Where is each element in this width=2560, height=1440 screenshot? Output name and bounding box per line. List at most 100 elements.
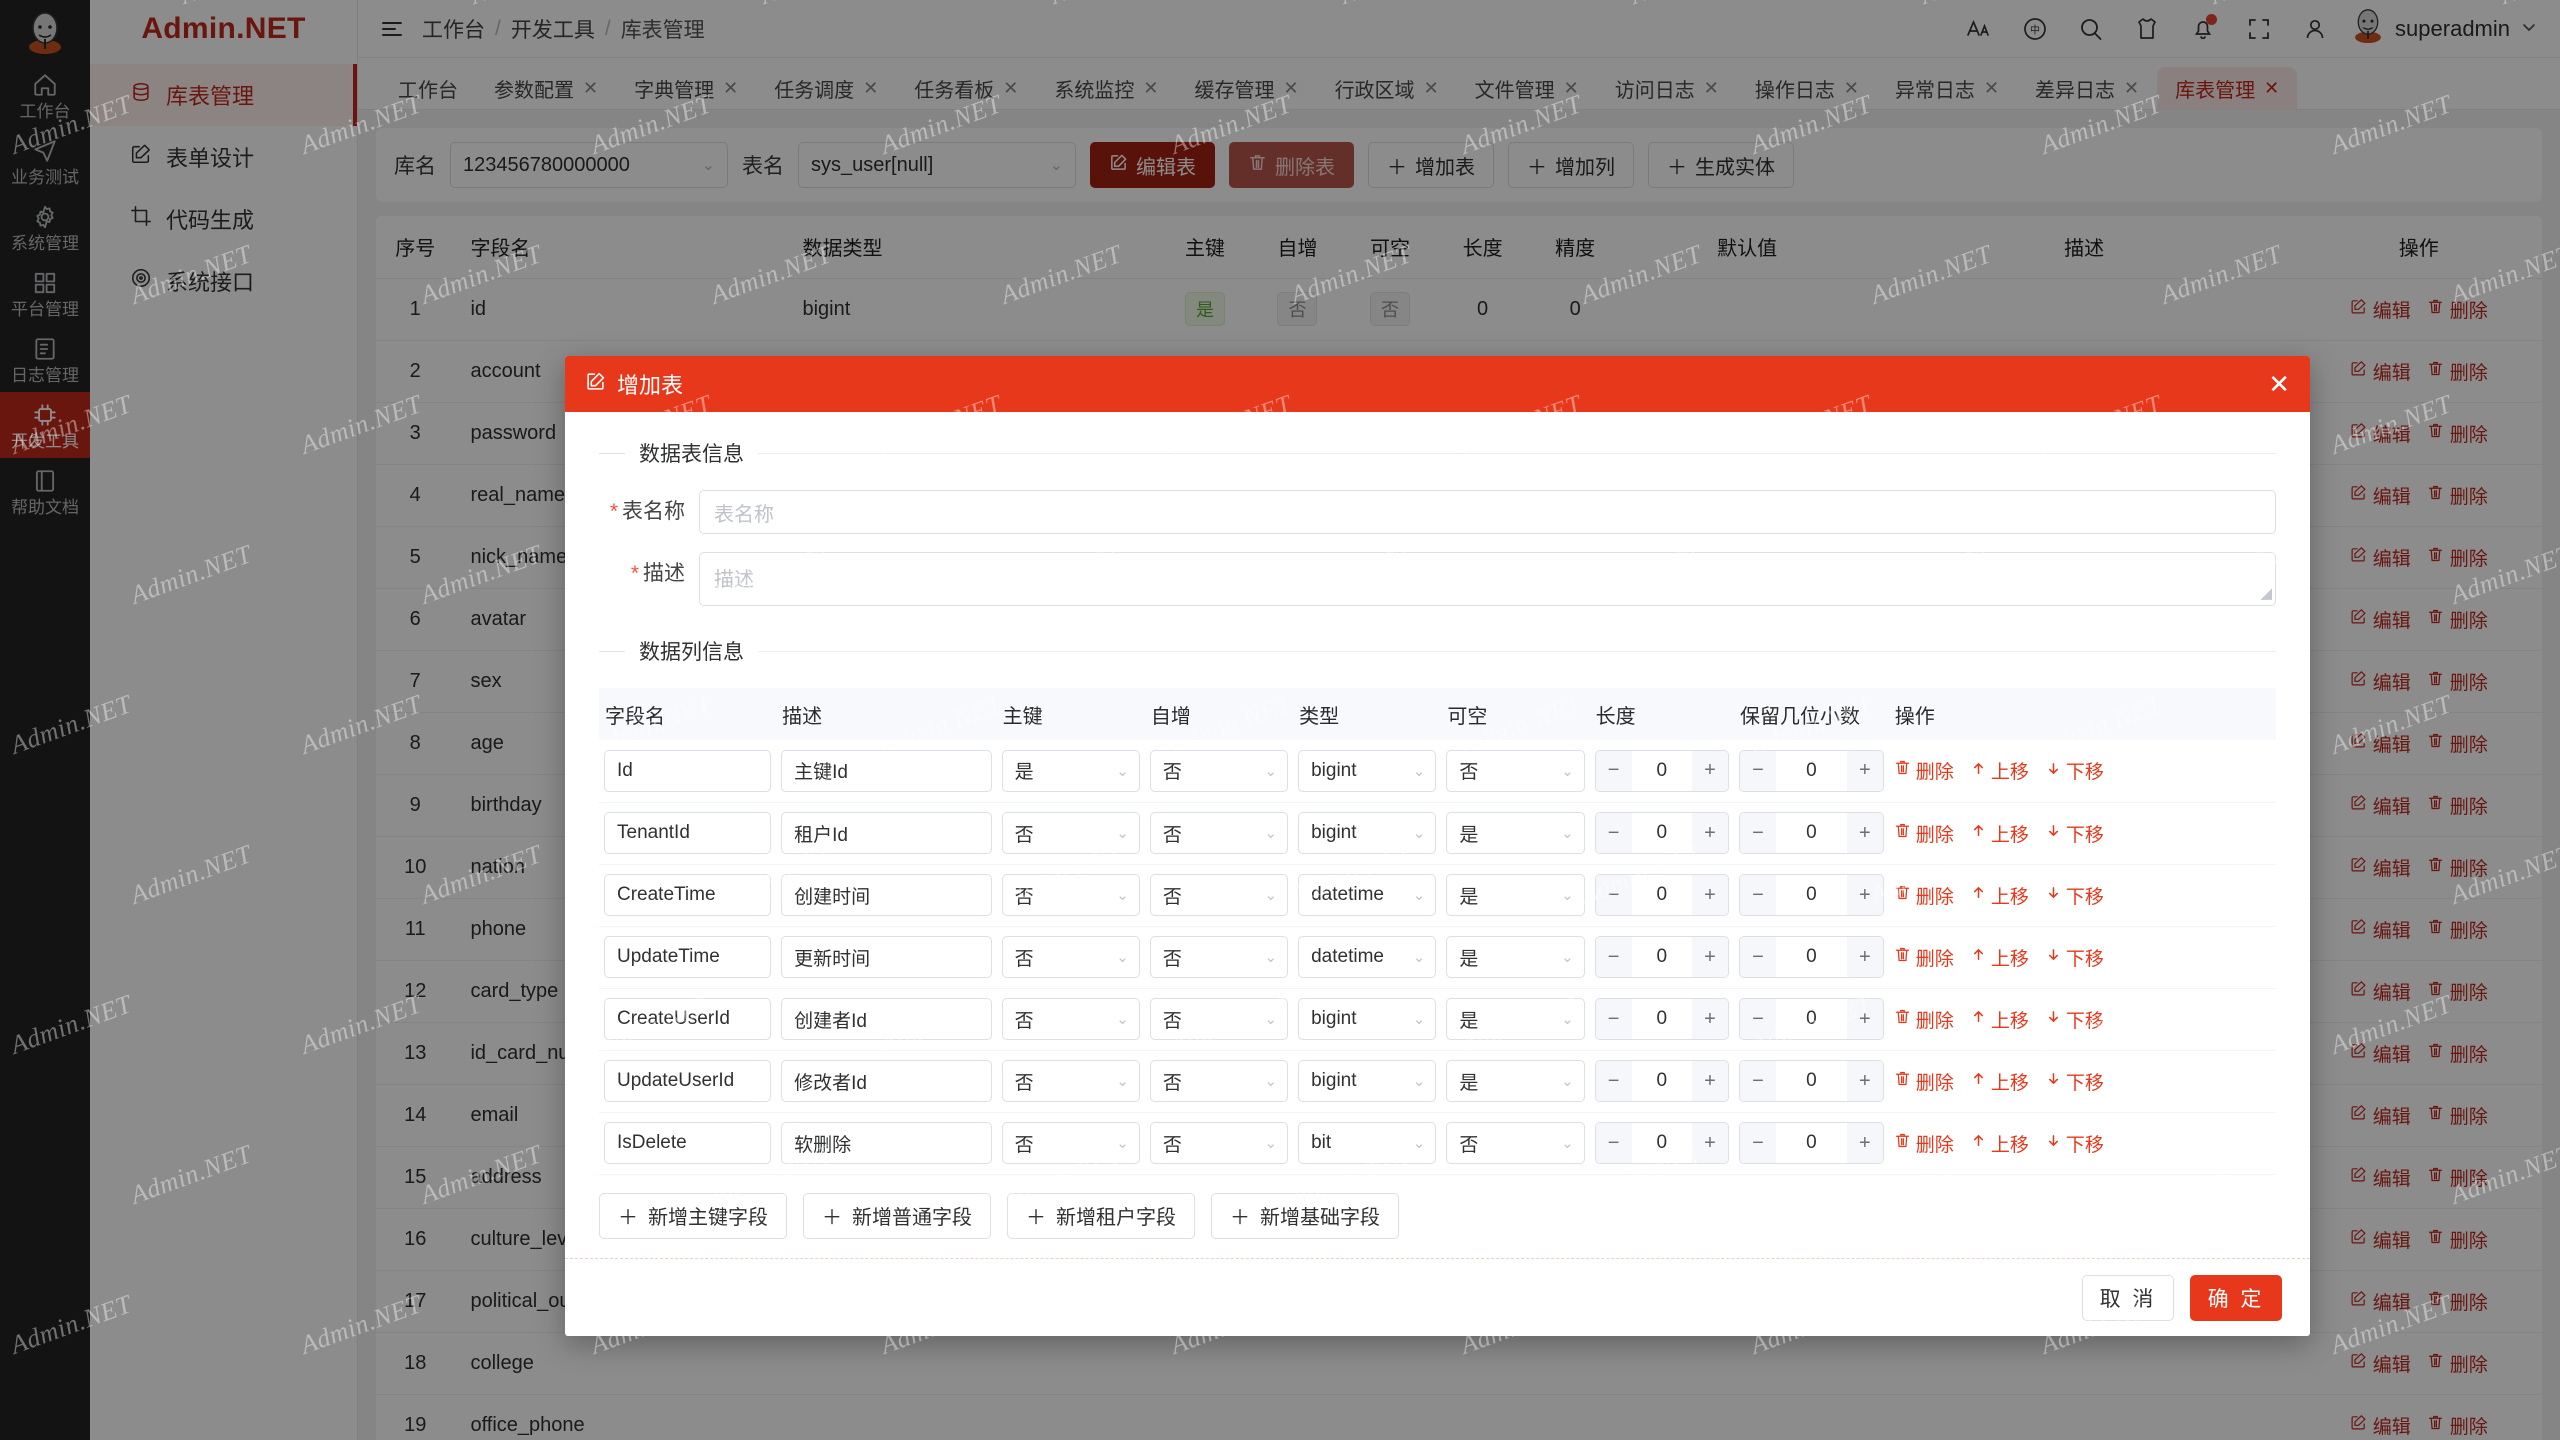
auto-increment-select[interactable]: 否 ⌄ (1149, 998, 1289, 1040)
row-delete-button[interactable]: 删除 (2427, 792, 2488, 819)
length-stepper-decrement[interactable]: − (1595, 750, 1632, 791)
length-stepper-increment[interactable]: + (1691, 1061, 1728, 1101)
rail-item-5[interactable]: 日志管理 (0, 326, 90, 392)
row-delete-button[interactable]: 删除 (1894, 1006, 1954, 1033)
submenu-item-2[interactable]: 表单设计 (90, 126, 357, 188)
close-icon[interactable]: ✕ (2268, 369, 2290, 399)
submenu-item-3[interactable]: 代码生成 (90, 188, 357, 250)
length-stepper[interactable]: − 0 + (1594, 936, 1729, 978)
fullscreen-icon[interactable] (2231, 0, 2287, 58)
row-delete-button[interactable]: 删除 (1894, 1130, 1954, 1157)
nullable-select[interactable]: 否 ⌄ (1446, 749, 1585, 792)
user-outline-icon[interactable] (2287, 0, 2343, 58)
field-desc-input[interactable]: 更新时间 (781, 936, 992, 978)
auto-increment-select[interactable]: 否 ⌄ (1149, 812, 1289, 854)
length-stepper[interactable]: − 0 + (1594, 1122, 1729, 1164)
decimals-stepper-decrement[interactable]: − (1739, 999, 1776, 1039)
generate-entity-button[interactable]: ＋ 生成实体 (1648, 142, 1794, 188)
field-name-input[interactable]: IsDelete (604, 1122, 772, 1164)
font-size-icon[interactable] (1951, 0, 2007, 58)
length-stepper[interactable]: − 0 + (1594, 998, 1729, 1040)
close-icon[interactable]: ✕ (1563, 78, 1579, 98)
row-move-down-button[interactable]: 下移 (2046, 757, 2104, 784)
row-move-up-button[interactable]: 上移 (1971, 820, 2029, 847)
close-icon[interactable]: ✕ (1983, 78, 2000, 98)
add-table-button[interactable]: ＋ 增加表 (1368, 142, 1494, 188)
search-icon[interactable] (2063, 0, 2119, 58)
tab-13[interactable]: 差异日志 ✕ (2017, 67, 2157, 109)
field-desc-input[interactable]: 主键Id (781, 749, 992, 792)
cancel-button[interactable]: 取 消 (2082, 1274, 2174, 1321)
rail-item-3[interactable]: 系统管理 (0, 194, 90, 260)
row-delete-button[interactable]: 删除 (1894, 882, 1954, 909)
length-stepper-decrement[interactable]: − (1595, 1061, 1632, 1101)
length-stepper-increment[interactable]: + (1691, 1123, 1728, 1163)
decimals-stepper-decrement[interactable]: − (1739, 875, 1776, 915)
primary-key-select[interactable]: 否 ⌄ (1001, 1122, 1140, 1164)
row-edit-button[interactable]: 编辑 (2350, 482, 2411, 509)
user-menu[interactable]: superadmin (2343, 8, 2538, 50)
row-move-up-button[interactable]: 上移 (1971, 882, 2029, 909)
bell-icon[interactable] (2175, 0, 2231, 58)
length-stepper[interactable]: − 0 + (1594, 812, 1729, 854)
length-stepper-increment[interactable]: + (1691, 999, 1728, 1039)
auto-increment-select[interactable]: 否 ⌄ (1149, 749, 1289, 792)
table-name-input[interactable]: 表名称 (699, 490, 2276, 534)
decimals-stepper-decrement[interactable]: − (1739, 937, 1776, 977)
close-icon[interactable]: ✕ (723, 78, 739, 98)
db-name-select[interactable]: 123456780000000 ⌄ (450, 142, 728, 188)
field-desc-input[interactable]: 软删除 (781, 1122, 992, 1164)
row-move-down-button[interactable]: 下移 (2046, 882, 2104, 909)
tab-9[interactable]: 文件管理 ✕ (1457, 67, 1597, 109)
row-delete-button[interactable]: 删除 (2427, 668, 2488, 695)
row-edit-button[interactable]: 编辑 (2350, 1226, 2411, 1253)
row-delete-button[interactable]: 删除 (2427, 1040, 2488, 1067)
row-delete-button[interactable]: 删除 (2427, 854, 2488, 881)
row-delete-button[interactable]: 删除 (2427, 1288, 2488, 1315)
data-type-select[interactable]: datetime ⌄ (1298, 874, 1437, 916)
add-field-button-2[interactable]: ＋ 新增普通字段 (803, 1192, 991, 1239)
length-stepper-decrement[interactable]: − (1595, 875, 1632, 915)
tab-3[interactable]: 字典管理 ✕ (616, 67, 756, 109)
data-type-select[interactable]: bigint ⌄ (1298, 749, 1437, 792)
field-name-input[interactable]: CreateTime (604, 874, 772, 916)
row-edit-button[interactable]: 编辑 (2350, 730, 2411, 757)
primary-key-select[interactable]: 否 ⌄ (1001, 936, 1140, 978)
tab-8[interactable]: 行政区域 ✕ (1317, 67, 1457, 109)
tab-11[interactable]: 操作日志 ✕ (1737, 67, 1877, 109)
row-move-down-button[interactable]: 下移 (2046, 1130, 2104, 1157)
menu-collapse-icon[interactable] (380, 17, 404, 41)
row-delete-button[interactable]: 删除 (2427, 1350, 2488, 1377)
breadcrumb-item-2[interactable]: 开发工具 (510, 18, 595, 42)
auto-increment-select[interactable]: 否 ⌄ (1149, 936, 1289, 978)
close-icon[interactable]: ✕ (2124, 78, 2140, 98)
nullable-select[interactable]: 是 ⌄ (1446, 812, 1585, 854)
field-name-input[interactable]: TenantId (604, 812, 772, 854)
resize-handle[interactable]: ◢ (2260, 585, 2272, 602)
row-edit-button[interactable]: 编辑 (2350, 1040, 2411, 1067)
tab-5[interactable]: 任务看板 ✕ (896, 67, 1036, 109)
row-delete-button[interactable]: 删除 (2427, 420, 2488, 447)
length-stepper-increment[interactable]: + (1691, 875, 1728, 915)
decimals-stepper-increment[interactable]: + (1846, 1061, 1883, 1101)
add-column-button[interactable]: ＋ 增加列 (1508, 142, 1634, 188)
row-edit-button[interactable]: 编辑 (2350, 1102, 2411, 1129)
length-stepper-decrement[interactable]: − (1595, 999, 1632, 1039)
primary-key-select[interactable]: 否 ⌄ (1001, 1060, 1140, 1102)
rail-item-4[interactable]: 平台管理 (0, 260, 90, 326)
field-desc-input[interactable]: 创建时间 (781, 874, 992, 916)
tab-10[interactable]: 访问日志 ✕ (1597, 67, 1737, 109)
rail-item-2[interactable]: 业务测试 (0, 128, 90, 194)
row-delete-button[interactable]: 删除 (2427, 296, 2488, 323)
row-edit-button[interactable]: 编辑 (2350, 606, 2411, 633)
decimals-stepper-increment[interactable]: + (1846, 750, 1883, 791)
close-icon[interactable]: ✕ (1143, 78, 1159, 98)
nullable-select[interactable]: 否 ⌄ (1446, 1122, 1585, 1164)
close-icon[interactable]: ✕ (583, 78, 599, 98)
decimals-stepper-increment[interactable]: + (1846, 937, 1883, 977)
row-edit-button[interactable]: 编辑 (2350, 854, 2411, 881)
field-name-input[interactable]: UpdateUserId (604, 1060, 772, 1102)
row-edit-button[interactable]: 编辑 (2350, 668, 2411, 695)
nullable-select[interactable]: 是 ⌄ (1446, 1060, 1585, 1102)
primary-key-select[interactable]: 否 ⌄ (1001, 874, 1140, 916)
